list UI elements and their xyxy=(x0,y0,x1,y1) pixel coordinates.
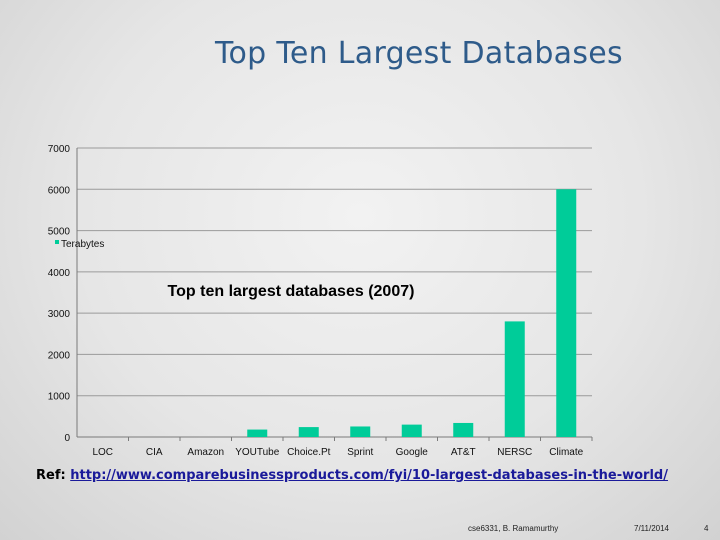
x-tick-label: Climate xyxy=(549,447,583,458)
x-tick-label: CIA xyxy=(146,447,163,458)
bar xyxy=(247,429,268,437)
bar xyxy=(504,321,525,437)
bar xyxy=(298,427,319,437)
y-tick-labels: 0 1000 2000 3000 4000 5000 6000 7000 xyxy=(48,144,71,444)
bar xyxy=(350,426,371,437)
legend-swatch xyxy=(55,240,59,244)
y-tick-label: 4000 xyxy=(48,268,71,279)
x-tick-labels: LOC CIA Amazon YOUTube Choice.Pt Sprint Google… xyxy=(92,447,583,458)
chart-bars xyxy=(247,189,577,437)
y-tick-label: 1000 xyxy=(48,392,71,403)
reference-prefix: Ref: xyxy=(36,468,71,483)
bar xyxy=(401,424,422,437)
chart-title: Top ten largest databases (2007) xyxy=(168,283,415,300)
legend-label: Terabytes xyxy=(61,239,104,250)
slide-title: Top Ten Largest Databases xyxy=(214,36,623,71)
footer-page-number: 4 xyxy=(704,524,709,533)
x-tick-label: AT&T xyxy=(451,447,476,458)
x-tick-label: YOUTube xyxy=(235,447,280,458)
y-tick-label: 7000 xyxy=(48,144,71,155)
x-tick-label: Sprint xyxy=(347,447,373,458)
y-tick-label: 2000 xyxy=(48,350,71,361)
x-tick-label: Choice.Pt xyxy=(287,447,331,458)
reference-link[interactable]: http://www.comparebusinessproducts.com/f… xyxy=(70,468,668,483)
y-tick-label: 0 xyxy=(64,433,70,444)
bar xyxy=(556,189,577,437)
y-tick-label: 6000 xyxy=(48,185,71,196)
x-tick-label: Amazon xyxy=(187,447,224,458)
reference-line: Ref: http://www.comparebusinessproducts.… xyxy=(36,468,668,483)
x-tick-label: LOC xyxy=(92,447,113,458)
bar xyxy=(453,422,474,437)
chart-legend: Terabytes xyxy=(55,239,104,250)
chart-gridlines xyxy=(77,147,592,397)
x-tick-label: NERSC xyxy=(497,447,532,458)
y-tick-label: 3000 xyxy=(48,309,71,320)
footer-course: cse6331, B. Ramamurthy xyxy=(468,524,559,533)
footer-date: 7/11/2014 xyxy=(634,524,669,533)
x-tick-label: Google xyxy=(396,447,429,458)
y-tick-label: 5000 xyxy=(48,227,71,238)
